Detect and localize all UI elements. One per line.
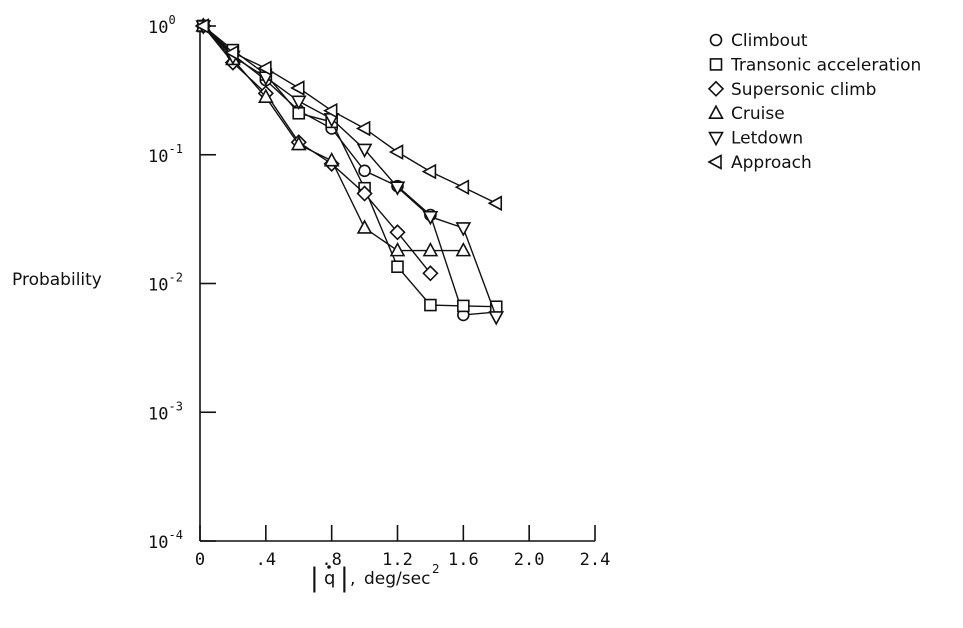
marker-approach	[421, 163, 437, 180]
marker-supersonic-climb	[356, 185, 373, 202]
marker-legend-transonic-acceleration	[709, 58, 723, 71]
series-line-transonic-acceleration	[202, 25, 497, 308]
x-tick-label: .4	[256, 550, 276, 570]
marker-approach	[290, 80, 305, 96]
series-line-cruise	[202, 25, 464, 252]
y-tick-label: 10-4	[148, 528, 183, 553]
marker-approach	[194, 18, 210, 34]
marker-letdown	[455, 222, 472, 237]
axes: 0 .4 .8 1.2 1.6 2.0 2.4 100 10-1 10-2 10-3 10-4	[148, 13, 610, 570]
series-transonic-acceleration	[196, 19, 503, 314]
x-tick-label: .8	[321, 550, 341, 570]
legend-item-letdown: Letdown	[708, 129, 803, 149]
marker-transonic-acceleration	[424, 298, 437, 312]
legend-label: Transonic acceleration	[730, 55, 921, 75]
series-approach	[194, 18, 503, 212]
marker-approach	[322, 102, 338, 119]
legend-label: Supersonic climb	[731, 80, 876, 100]
marker-supersonic-climb	[389, 224, 406, 241]
marker-transonic-acceleration	[391, 260, 404, 274]
x-tick-label: 1.6	[448, 550, 479, 570]
marker-letdown	[290, 95, 307, 111]
marker-cruise	[356, 219, 373, 234]
marker-legend-letdown	[708, 131, 724, 147]
legend-item-supersonic-climb: Supersonic climb	[707, 80, 876, 100]
legend-item-transonic-acceleration: Transonic acceleration	[709, 55, 921, 75]
x-tick-label: 1.2	[382, 550, 413, 570]
legend-label: Approach	[731, 153, 812, 173]
legend-label: Climbout	[731, 31, 808, 51]
marker-cruise	[389, 241, 406, 257]
marker-supersonic-climb	[422, 265, 439, 282]
x-axis-label-unit-exp: 2	[432, 562, 440, 576]
x-axis-label-q: q	[324, 568, 335, 589]
marker-approach	[487, 195, 503, 212]
marker-approach	[224, 44, 239, 61]
x-axis-label-bar-right: |	[340, 563, 349, 593]
marker-approach	[388, 144, 404, 160]
marker-cruise	[455, 241, 472, 257]
marker-letdown	[389, 181, 406, 196]
x-axis-label: | q | , deg/sec 2	[310, 562, 440, 593]
marker-cruise	[257, 88, 274, 103]
y-axis-label: Probability	[12, 270, 102, 290]
y-tick-label: 10-2	[148, 271, 183, 296]
legend-label: Letdown	[731, 129, 803, 149]
series-climbout	[196, 19, 503, 322]
marker-climbout	[358, 164, 371, 178]
x-axis-label-comma: ,	[350, 569, 355, 589]
marker-cruise	[290, 135, 307, 151]
series-line-approach	[202, 25, 497, 204]
marker-letdown	[488, 311, 505, 326]
series-letdown	[195, 20, 505, 326]
series-line-climbout	[202, 25, 497, 316]
x-axis-label-bar-left: |	[310, 563, 319, 593]
marker-cruise	[323, 151, 340, 167]
legend-label: Cruise	[731, 104, 785, 124]
marker-approach	[257, 60, 272, 77]
x-tick-label: 2.0	[514, 550, 545, 570]
x-axis-label-unit: deg/sec	[364, 569, 430, 589]
legend-item-climbout: Climbout	[709, 31, 808, 51]
legend-item-approach: Approach	[707, 153, 812, 173]
x-tick-label: 2.4	[580, 550, 611, 570]
marker-approach	[355, 120, 371, 137]
marker-legend-climbout	[709, 33, 723, 47]
marker-letdown	[356, 143, 373, 159]
legend-item-cruise: Cruise	[708, 104, 785, 124]
marker-transonic-acceleration	[457, 299, 470, 313]
marker-legend-supersonic-climb	[707, 80, 725, 97]
y-tick-label: 100	[148, 13, 176, 38]
series-line-letdown	[202, 25, 497, 318]
y-tick-label: 10-1	[148, 142, 183, 167]
marker-approach	[454, 179, 470, 196]
marker-letdown	[422, 210, 439, 226]
legend: Climbout Transonic acceleration Supersonic…	[707, 31, 921, 173]
marker-legend-cruise	[708, 104, 724, 119]
x-tick-label: 0	[195, 550, 205, 570]
x-axis-label-dot	[327, 565, 331, 569]
marker-cruise	[422, 241, 439, 257]
y-tick-label: 10-3	[148, 399, 183, 424]
marker-legend-approach	[707, 154, 722, 170]
series-layer	[194, 17, 505, 326]
